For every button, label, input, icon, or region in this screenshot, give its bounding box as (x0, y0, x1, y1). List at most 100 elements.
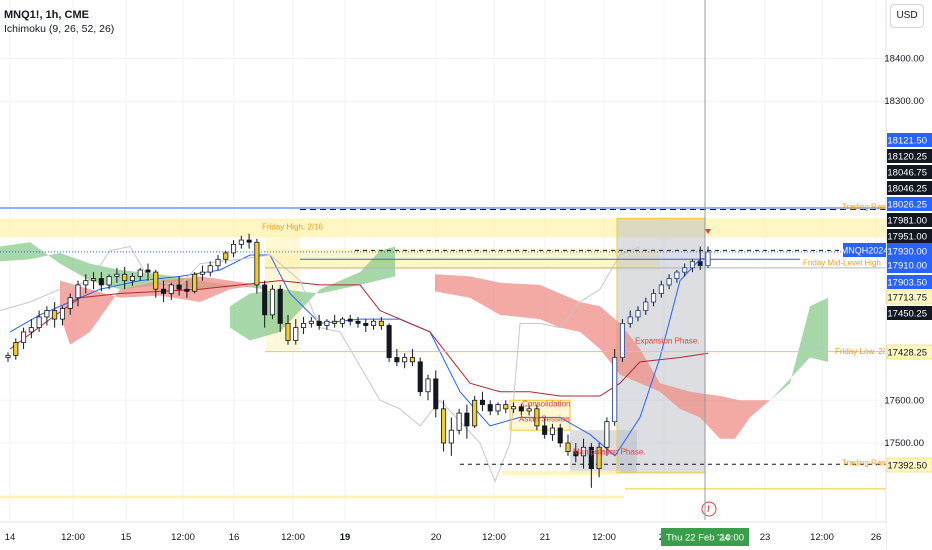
price-tag (886, 344, 932, 360)
candle-body (549, 427, 555, 435)
candle-body (689, 261, 695, 269)
price-tag-label: 17450.25 (887, 309, 927, 320)
y-tick-label: 18300.00 (884, 96, 924, 107)
price-tag-label: 18046.25 (887, 184, 927, 195)
price-tag (887, 213, 932, 227)
x-tick-label: 12:00 (810, 532, 834, 543)
candle-body (425, 378, 431, 393)
price-tag-label: 17713.75 (887, 293, 927, 304)
candle-body (98, 278, 104, 286)
candle-body (44, 310, 50, 318)
candle-body (262, 284, 268, 316)
annotation-label: Trading Range. (842, 203, 897, 212)
candle-body (651, 293, 657, 303)
price-tag (887, 306, 932, 320)
candle-body (682, 267, 688, 273)
candle-body (518, 406, 524, 412)
candle-body (511, 406, 517, 410)
candle-body (433, 378, 439, 410)
price-tag-label: 17910.00 (887, 261, 927, 272)
candle-body (199, 271, 205, 275)
price-tag (887, 165, 932, 179)
indicator-label: Ichimoku (9, 26, 52, 26) (4, 23, 115, 35)
symbol-tag (843, 243, 886, 257)
price-tag (886, 457, 932, 473)
annotation-label: Friday Mid-Level High. 2/16 (803, 259, 901, 268)
y-tick-label: 18400.00 (884, 54, 924, 65)
candle-body (223, 252, 229, 260)
candle-body (59, 308, 65, 320)
candle-body (129, 275, 135, 282)
price-tag (886, 289, 932, 305)
time-axis-bg (0, 522, 886, 550)
candle-body (394, 357, 400, 363)
candle-body (534, 408, 540, 427)
candle-body (324, 320, 330, 326)
price-tag-label: 17428.25 (887, 348, 927, 359)
symbol-title: MNQ1!, 1h, CME (4, 9, 89, 21)
currency-button[interactable]: USD (890, 4, 924, 28)
candle-body (137, 269, 143, 277)
candle-body (487, 404, 493, 412)
price-tag-label: 17903.50 (887, 278, 927, 289)
candle-body (596, 446, 602, 470)
candlestick-series (5, 233, 711, 488)
zone-rect (502, 470, 620, 476)
candle-body (409, 357, 415, 363)
candle-body (371, 320, 377, 326)
candle-body (697, 261, 703, 267)
candle-body (674, 271, 680, 279)
candle-body (301, 322, 307, 329)
candle-body (293, 327, 299, 341)
kumo-bear (435, 274, 770, 439)
candle-body (417, 361, 423, 393)
candle-body (456, 412, 462, 431)
candle-body (122, 273, 128, 282)
annotation-label: Asian Session (519, 415, 570, 424)
x-tick-label: 21 (540, 532, 551, 543)
candle-body (643, 301, 649, 311)
candle-body (355, 320, 361, 324)
x-tick-label: 20 (431, 532, 442, 543)
candle-body (161, 288, 167, 294)
time-axis[interactable]: 1412:001512:001612:00192012:002112:00222… (0, 521, 886, 550)
x-tick-label: 19 (340, 532, 351, 543)
x-tick-label: 26 (871, 532, 882, 543)
candle-body (588, 446, 594, 470)
price-tag-label: 18026.25 (887, 200, 927, 211)
candle-body (378, 320, 384, 326)
price-tag (887, 229, 932, 243)
symbol-tag-label: MNQH2024 (841, 246, 889, 256)
candle-body (658, 284, 664, 294)
crosshair-time-badge (661, 528, 749, 546)
candle-body (75, 284, 81, 299)
annotation-label: Manipulation Phase. (573, 448, 646, 457)
zone-rect (0, 495, 624, 499)
price-tag (887, 258, 932, 272)
candle-body (308, 320, 314, 324)
candle-body (441, 408, 447, 444)
crosshair-date-label: Thu 22 Feb '24 (666, 533, 730, 544)
candle-body (21, 331, 27, 344)
price-tag-label: 18046.75 (887, 168, 927, 179)
chikou-span (0, 245, 641, 483)
annotation-label: Trading Range. (842, 459, 897, 468)
horizontal-levels (0, 207, 886, 490)
candle-body (254, 241, 260, 286)
candle-body (13, 342, 19, 356)
candle-body (565, 442, 571, 452)
text-annotations: Friday High. 2/16 Trading Range. Friday Mi… (262, 203, 901, 517)
candle-body (495, 404, 501, 412)
candle-body (91, 278, 97, 282)
price-tag-label: 18120.25 (887, 152, 927, 163)
candle-body (28, 327, 34, 333)
candle-body (238, 239, 244, 245)
candle-body (153, 271, 159, 290)
x-tick-label: 12:00 (592, 532, 616, 543)
candle-body (269, 288, 275, 316)
x-tick-label: 16 (229, 532, 240, 543)
candle-body (448, 429, 454, 444)
candle-body (192, 273, 198, 292)
price-axis[interactable]: 18400.00 18300.00 17600.00 17500.00 18121.50… (841, 0, 932, 550)
